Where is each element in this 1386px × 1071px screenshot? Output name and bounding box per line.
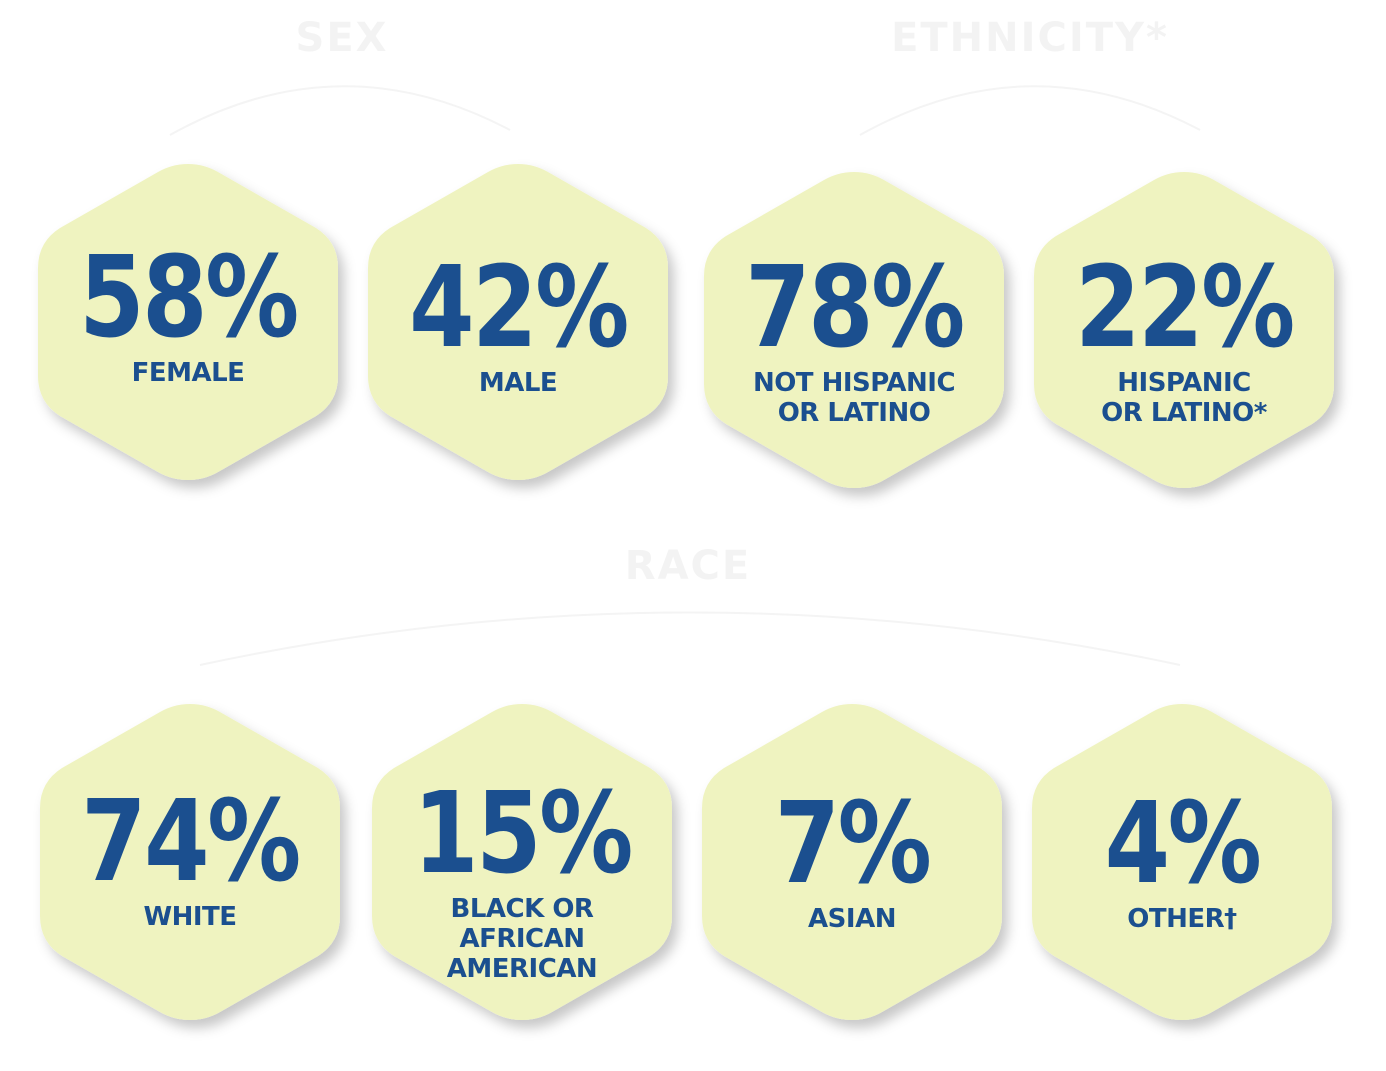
hexagon-shape xyxy=(372,704,672,1020)
section-title-ethnicity: ETHNICITY* xyxy=(891,15,1169,61)
stat-label: OTHER† xyxy=(1127,904,1237,934)
stat-label: BLACK OR AFRICAN AMERICAN xyxy=(446,894,598,984)
stat-value: 74% xyxy=(81,777,301,907)
hexagon-shape xyxy=(368,164,668,480)
stat-male: 42% MALE xyxy=(368,158,668,486)
hexagon-shape xyxy=(1034,172,1334,488)
stat-label: FEMALE xyxy=(131,358,245,388)
stat-label: ASIAN xyxy=(808,904,896,934)
hexagon-shape xyxy=(1032,704,1332,1020)
stat-black: 15% BLACK OR AFRICAN AMERICAN xyxy=(372,698,672,1026)
stat-value: 78% xyxy=(745,243,965,373)
hexagon-shape xyxy=(702,704,1002,1020)
stat-white: 74% WHITE xyxy=(40,698,340,1026)
stat-value: 42% xyxy=(409,243,629,373)
stat-hispanic: 22% HISPANIC OR LATINO* xyxy=(1034,166,1334,494)
stat-label: WHITE xyxy=(143,902,237,932)
stat-female: 58% FEMALE xyxy=(38,158,338,486)
stat-label: MALE xyxy=(478,368,558,398)
stat-value: 58% xyxy=(79,233,299,363)
stat-value: 4% xyxy=(1104,779,1262,909)
stat-other: 4% OTHER† xyxy=(1032,698,1332,1026)
stat-label: NOT HISPANIC OR LATINO xyxy=(752,368,956,428)
section-title-sex: SEX xyxy=(295,15,389,61)
stat-asian: 7% ASIAN xyxy=(702,698,1002,1026)
stat-value: 15% xyxy=(413,769,633,899)
hexagon-shape xyxy=(40,704,340,1020)
hexagon-shape xyxy=(38,164,338,480)
stat-not-hispanic: 78% NOT HISPANIC OR LATINO xyxy=(704,166,1004,494)
hexagon-shape xyxy=(704,172,1004,488)
stat-value: 22% xyxy=(1075,243,1295,373)
stat-label: HISPANIC OR LATINO* xyxy=(1101,368,1267,428)
section-title-race: RACE xyxy=(624,543,752,589)
stat-value: 7% xyxy=(774,779,932,909)
